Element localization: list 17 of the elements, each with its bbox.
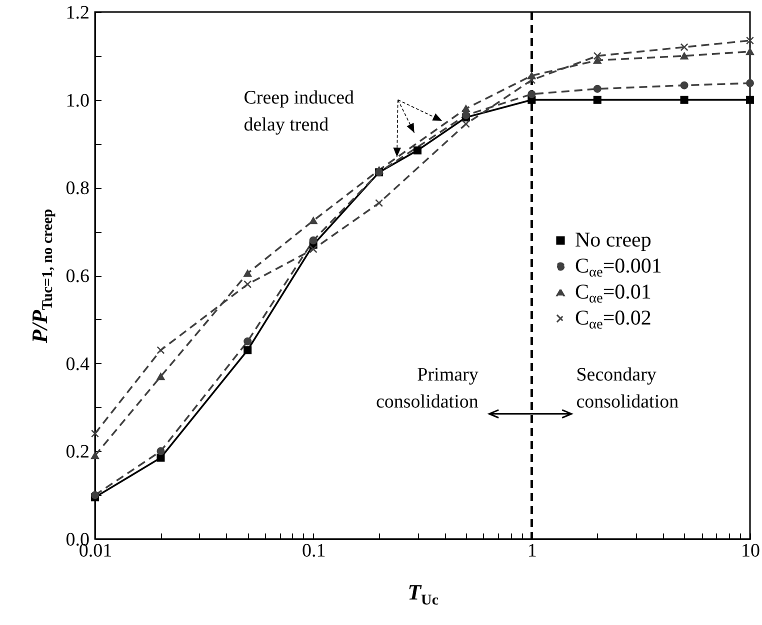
x-tick-label: 10 [741, 540, 760, 562]
y-tick-label: 1.0 [66, 90, 90, 112]
y-tick-label: 1.2 [66, 2, 90, 24]
y-tick-label: 0.4 [66, 354, 90, 375]
x-axis-title: T$_{Uc}$ [408, 580, 439, 608]
legend-label: No creep [575, 228, 652, 252]
legend-label: C$_{αe}$=0.001 [575, 254, 662, 281]
annotation: Secondary consolidation [576, 364, 680, 412]
legend-label: C$_{αe}$=0.02 [575, 306, 652, 333]
y-tick-label: 0.2 [66, 442, 90, 463]
annotation: Creep induced delay trend [244, 88, 354, 136]
annotation: Primary consolidation [376, 364, 479, 412]
y-tick-label: 0.6 [66, 266, 90, 287]
legend-label: C$_{αe}$=0.01 [575, 280, 652, 307]
x-tick-label: 1 [527, 540, 537, 562]
x-tick-label: 0.1 [302, 540, 326, 562]
y-tick-label: 0.8 [66, 178, 90, 200]
